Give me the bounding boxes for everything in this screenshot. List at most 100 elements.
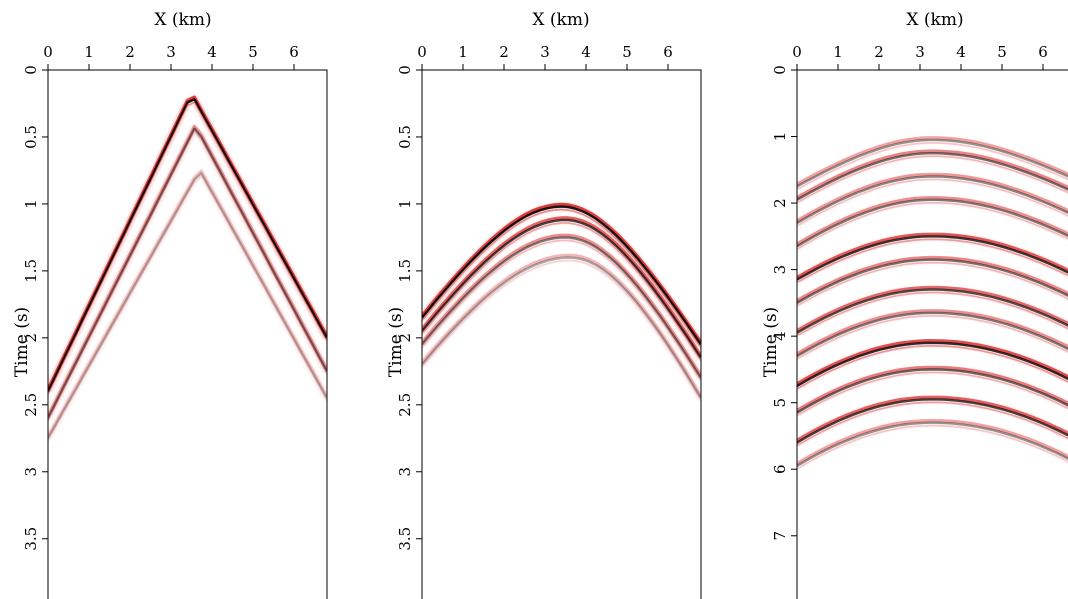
x-tick-label: 5 (997, 43, 1007, 61)
event-positive-lobe (797, 232, 1068, 279)
event-positive-lobe (797, 149, 1068, 199)
x-tick-label: 1 (458, 43, 468, 61)
event-positive-lobe (422, 202, 701, 344)
plot-area (422, 202, 701, 402)
event-halo (797, 172, 1068, 227)
y-tick-label: 5 (771, 398, 789, 408)
y-axis-title: Time (s) (12, 307, 32, 377)
event-positive-lobe (48, 124, 327, 417)
y-tick-label: 7 (771, 531, 789, 541)
event-positive-lobe (797, 365, 1068, 412)
event-ringing (797, 345, 1068, 390)
y-tick-label: 1 (22, 199, 40, 209)
event-halo (797, 418, 1068, 470)
event-positive-lobe (797, 338, 1068, 386)
event-negative-lobe (422, 256, 701, 399)
event-negative-lobe (797, 368, 1068, 414)
event-halo (797, 195, 1068, 251)
y-tick-label: 2.5 (22, 393, 40, 417)
event-ringing (797, 202, 1068, 250)
event-ringing (422, 239, 701, 382)
y-tick-label: 3 (22, 467, 40, 477)
event-halo (797, 308, 1068, 361)
x-tick-label: 0 (417, 43, 427, 61)
panel-2: X (km) 0 1 2 3 4 5 6 0 0.5 1 1.5 2 2.5 3 3.5 Time (s) (386, 10, 702, 599)
event-negative-lobe (797, 152, 1068, 201)
plot-frame (421, 69, 702, 599)
y-tick-label: 0 (396, 65, 414, 75)
event-ringing (422, 259, 701, 402)
y-tick-label: 0 (771, 65, 789, 75)
y-tick-label: 1.5 (396, 259, 414, 283)
x-tick-label: 4 (581, 43, 591, 61)
plot-frame (47, 69, 328, 599)
seismic-events (797, 135, 1068, 470)
event-ringing (48, 175, 327, 442)
x-tick-label: 3 (166, 43, 176, 61)
y-ticks: 0 0.5 1 1.5 2 2.5 3 3.5 (22, 65, 48, 551)
event-positive-lobe (797, 172, 1068, 223)
event-negative-lobe (422, 218, 701, 359)
event-negative-lobe (797, 198, 1068, 248)
x-axis-title: X (km) (154, 10, 211, 30)
event-positive-lobe (48, 169, 327, 437)
event-halo (422, 233, 701, 381)
event-negative-lobe (797, 288, 1068, 334)
event-negative-lobe (797, 311, 1068, 358)
x-tick-label: 2 (874, 43, 884, 61)
event-positive-lobe (797, 255, 1068, 303)
event-halo (48, 124, 327, 421)
event-ringing (797, 142, 1068, 191)
x-ticks: 0 1 2 3 4 5 6 (43, 43, 299, 70)
event-negative-lobe (48, 98, 327, 392)
event-negative-lobe (422, 236, 701, 379)
x-ticks: 0 1 2 3 4 5 6 (417, 43, 673, 70)
x-tick-label: 3 (915, 43, 925, 61)
event-positive-lobe (422, 233, 701, 377)
x-tick-label: 6 (663, 43, 673, 61)
y-tick-label: 2.5 (396, 393, 414, 417)
y-tick-label: 2 (396, 333, 414, 343)
x-axis-title: X (km) (532, 10, 589, 30)
event-positive-lobe (797, 136, 1068, 186)
event-ringing (797, 155, 1068, 204)
event-negative-lobe (48, 127, 327, 419)
x-tick-label: 6 (1038, 43, 1048, 61)
seismic-events (48, 94, 327, 442)
x-tick-label: 6 (289, 43, 299, 61)
event-ringing (797, 238, 1068, 284)
event-halo (797, 135, 1068, 191)
x-tick-label: 0 (792, 43, 802, 61)
plot-area (48, 94, 327, 442)
event-halo (422, 253, 701, 401)
x-tick-label: 1 (84, 43, 94, 61)
x-axis-title: X (km) (906, 10, 963, 30)
x-tick-label: 4 (956, 43, 966, 61)
y-tick-label: 0.5 (396, 125, 414, 149)
y-ticks: 0 0.5 1 1.5 2 2.5 3 3.5 (396, 65, 422, 551)
x-ticks: 0 1 2 3 4 5 6 (792, 43, 1048, 70)
x-tick-label: 0 (43, 43, 53, 61)
plot-area (797, 135, 1068, 470)
y-tick-label: 2 (22, 333, 40, 343)
y-tick-label: 1 (771, 132, 789, 142)
x-tick-label: 4 (207, 43, 217, 61)
event-negative-lobe (797, 175, 1068, 225)
event-positive-lobe (422, 216, 701, 357)
event-positive-lobe (797, 395, 1068, 442)
y-tick-label: 0.5 (22, 125, 40, 149)
y-tick-label: 1.5 (22, 259, 40, 283)
panel-3: X (km) 0 1 2 3 4 5 6 0 1 2 3 4 5 6 7 Time (s) (761, 10, 1068, 599)
x-tick-label: 5 (248, 43, 258, 61)
event-negative-lobe (422, 205, 701, 346)
plot-frame (796, 69, 1068, 599)
y-tick-label: 2 (771, 198, 789, 208)
event-positive-lobe (797, 418, 1068, 466)
event-negative-lobe (797, 398, 1068, 444)
y-tick-label: 1 (396, 199, 414, 209)
event-ringing (797, 424, 1068, 470)
x-tick-label: 2 (499, 43, 509, 61)
x-tick-label: 2 (125, 43, 135, 61)
event-ringing (797, 315, 1068, 360)
y-tick-label: 0 (22, 65, 40, 75)
